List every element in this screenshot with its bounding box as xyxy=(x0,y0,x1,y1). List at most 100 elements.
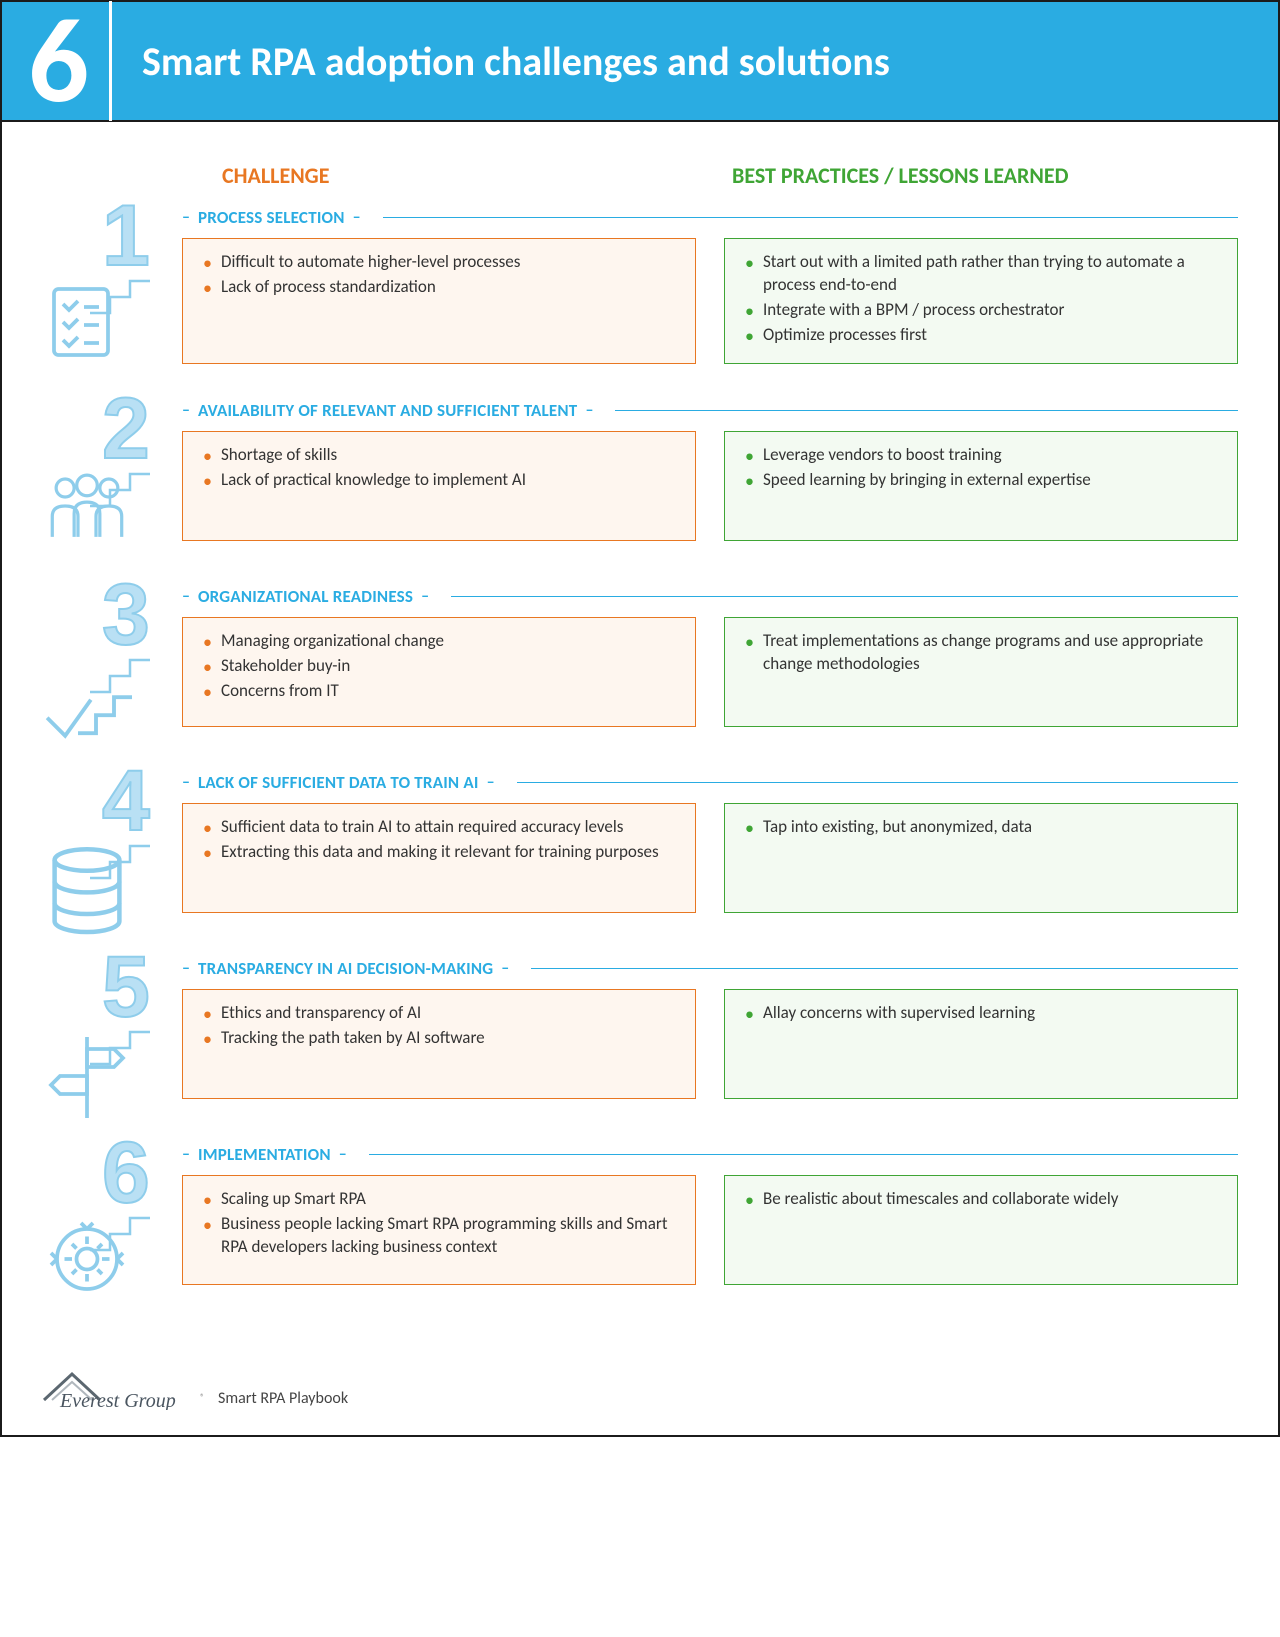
title-line xyxy=(615,410,1238,411)
page-header: 6 Smart RPA adoption challenges and solu… xyxy=(2,2,1278,122)
sections-container: 1 – PROCESS SELECTION – Difficult to aut… xyxy=(42,207,1238,1294)
title-dash: – xyxy=(501,959,509,978)
best-practice-item: Optimize processes first xyxy=(743,324,1221,347)
title-line xyxy=(517,782,1238,783)
boxes-row: Shortage of skillsLack of practical know… xyxy=(182,431,1238,541)
challenge-box: Difficult to automate higher-level proce… xyxy=(182,238,696,364)
boxes-row: Difficult to automate higher-level proce… xyxy=(182,238,1238,364)
title-dash: – xyxy=(182,773,190,792)
section-graphic: 6 xyxy=(42,1144,182,1304)
section: 1 – PROCESS SELECTION – Difficult to aut… xyxy=(42,207,1238,364)
column-header-best-practices: BEST PRACTICES / LESSONS LEARNED xyxy=(702,162,1068,189)
challenge-item: Extracting this data and making it relev… xyxy=(201,841,679,864)
section: 5 – TRANSPARENCY IN AI DECISION-MAKING –… xyxy=(42,958,1238,1108)
main-content: CHALLENGE BEST PRACTICES / LESSONS LEARN… xyxy=(2,122,1278,1360)
boxes-row: Scaling up Smart RPABusiness people lack… xyxy=(182,1175,1238,1285)
title-dash: – xyxy=(585,401,593,420)
section-title-row: – LACK OF SUFFICIENT DATA TO TRAIN AI – xyxy=(182,772,1238,793)
title-dash: – xyxy=(182,587,190,606)
challenge-item: Shortage of skills xyxy=(201,444,679,467)
gear-cycle-icon xyxy=(42,1214,132,1304)
best-practice-item: Integrate with a BPM / process orchestra… xyxy=(743,299,1221,322)
title-line xyxy=(369,1154,1238,1155)
section-title: AVAILABILITY OF RELEVANT AND SUFFICIENT … xyxy=(198,400,577,421)
page-footer: Everest Group ® Smart RPA Playbook xyxy=(2,1360,1278,1435)
best-practice-item: Treat implementations as change programs… xyxy=(743,630,1221,676)
title-dash: – xyxy=(339,1145,347,1164)
title-dash: – xyxy=(182,208,190,227)
best-practice-box: Be realistic about timescales and collab… xyxy=(724,1175,1238,1285)
challenge-item: Tracking the path taken by AI software xyxy=(201,1027,679,1050)
section-graphic: 1 xyxy=(42,207,182,367)
section-title-row: – AVAILABILITY OF RELEVANT AND SUFFICIEN… xyxy=(182,400,1238,421)
challenge-item: Lack of practical knowledge to implement… xyxy=(201,469,679,492)
challenge-item: Sufficient data to train AI to attain re… xyxy=(201,816,679,839)
footer-logo-icon: Everest Group ® xyxy=(42,1370,212,1410)
section-title: PROCESS SELECTION xyxy=(198,207,345,228)
people-icon xyxy=(42,470,132,560)
challenge-item: Lack of process standardization xyxy=(201,276,679,299)
challenge-item: Business people lacking Smart RPA progra… xyxy=(201,1213,679,1259)
section-graphic: 5 xyxy=(42,958,182,1118)
best-practice-item: Leverage vendors to boost training xyxy=(743,444,1221,467)
title-line xyxy=(451,596,1238,597)
challenge-box: Managing organizational changeStakeholde… xyxy=(182,617,696,727)
section-title: TRANSPARENCY IN AI DECISION-MAKING xyxy=(198,958,493,979)
best-practice-item: Speed learning by bringing in external e… xyxy=(743,469,1221,492)
page-title: Smart RPA adoption challenges and soluti… xyxy=(112,37,890,86)
section-body: – TRANSPARENCY IN AI DECISION-MAKING – E… xyxy=(182,958,1238,1099)
section-body: – LACK OF SUFFICIENT DATA TO TRAIN AI – … xyxy=(182,772,1238,913)
best-practice-box: Allay concerns with supervised learning xyxy=(724,989,1238,1099)
title-dash: – xyxy=(182,1145,190,1164)
best-practice-box: Treat implementations as change programs… xyxy=(724,617,1238,727)
title-dash: – xyxy=(182,959,190,978)
challenge-item: Stakeholder buy-in xyxy=(201,655,679,678)
challenge-item: Ethics and transparency of AI xyxy=(201,1002,679,1025)
title-dash: – xyxy=(487,773,495,792)
footer-tagline: Smart RPA Playbook xyxy=(218,1389,348,1410)
challenge-item: Scaling up Smart RPA xyxy=(201,1188,679,1211)
section-title: ORGANIZATIONAL READINESS xyxy=(198,586,413,607)
title-line xyxy=(383,217,1238,218)
best-practice-item: Start out with a limited path rather tha… xyxy=(743,251,1221,297)
best-practice-item: Tap into existing, but anonymized, data xyxy=(743,816,1221,839)
section-title-row: – TRANSPARENCY IN AI DECISION-MAKING – xyxy=(182,958,1238,979)
section-body: – ORGANIZATIONAL READINESS – Managing or… xyxy=(182,586,1238,727)
section-body: – IMPLEMENTATION – Scaling up Smart RPAB… xyxy=(182,1144,1238,1285)
section: 3 – ORGANIZATIONAL READINESS – Managing … xyxy=(42,586,1238,736)
section-body: – PROCESS SELECTION – Difficult to autom… xyxy=(182,207,1238,364)
svg-text:Everest Group: Everest Group xyxy=(59,1390,176,1410)
challenge-box: Scaling up Smart RPABusiness people lack… xyxy=(182,1175,696,1285)
challenge-item: Concerns from IT xyxy=(201,680,679,703)
challenge-box: Shortage of skillsLack of practical know… xyxy=(182,431,696,541)
best-practice-item: Be realistic about timescales and collab… xyxy=(743,1188,1221,1211)
boxes-row: Ethics and transparency of AITracking th… xyxy=(182,989,1238,1099)
column-header-challenge: CHALLENGE xyxy=(182,162,702,189)
best-practice-item: Allay concerns with supervised learning xyxy=(743,1002,1221,1025)
best-practice-box: Start out with a limited path rather tha… xyxy=(724,238,1238,364)
section-title: IMPLEMENTATION xyxy=(198,1144,331,1165)
svg-text:®: ® xyxy=(200,1392,205,1403)
section-title-row: – IMPLEMENTATION – xyxy=(182,1144,1238,1165)
challenge-item: Managing organizational change xyxy=(201,630,679,653)
best-practice-box: Leverage vendors to boost trainingSpeed … xyxy=(724,431,1238,541)
title-dash: – xyxy=(421,587,429,606)
challenge-box: Sufficient data to train AI to attain re… xyxy=(182,803,696,913)
column-headers: CHALLENGE BEST PRACTICES / LESSONS LEARN… xyxy=(182,162,1238,189)
boxes-row: Managing organizational changeStakeholde… xyxy=(182,617,1238,727)
section-graphic: 2 xyxy=(42,400,182,560)
steps-check-icon xyxy=(42,656,132,746)
page-number: 6 xyxy=(2,1,112,121)
title-dash: – xyxy=(353,208,361,227)
database-icon xyxy=(42,842,132,932)
section-title-row: – ORGANIZATIONAL READINESS – xyxy=(182,586,1238,607)
challenge-box: Ethics and transparency of AITracking th… xyxy=(182,989,696,1099)
title-line xyxy=(531,968,1238,969)
section-title-row: – PROCESS SELECTION – xyxy=(182,207,1238,228)
section: 2 – AVAILABILITY OF RELEVANT AND SUFFICI… xyxy=(42,400,1238,550)
section-graphic: 3 xyxy=(42,586,182,746)
section: 6 – IMPLEMENTATION – Scaling up Smart RP… xyxy=(42,1144,1238,1294)
signpost-icon xyxy=(42,1028,132,1118)
best-practice-box: Tap into existing, but anonymized, data xyxy=(724,803,1238,913)
section-title: LACK OF SUFFICIENT DATA TO TRAIN AI xyxy=(198,772,479,793)
